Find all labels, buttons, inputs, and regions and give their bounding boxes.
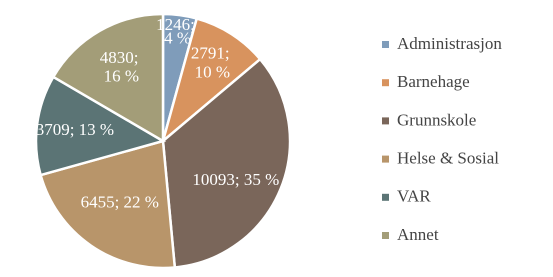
data-label: 4830; 16 % (100, 48, 143, 86)
data-label-line: 2791; (191, 44, 234, 63)
data-label-line: 10 % (195, 62, 230, 81)
legend-label: Barnehage (397, 72, 470, 91)
data-label: 2791; 10 % (191, 44, 234, 82)
legend-label: Helse & Sosial (397, 149, 499, 168)
legend-label: VAR (397, 187, 431, 206)
pie-slice (160, 17, 262, 145)
legend-marker (382, 193, 389, 201)
data-label-line: 16 % (104, 67, 139, 86)
data-label-line: 4 % (164, 28, 191, 47)
pie-slice (39, 139, 177, 270)
data-label: 10093; 35 % (192, 170, 279, 189)
pie-slice (51, 12, 165, 144)
legend-label: Grunnskole (397, 110, 476, 129)
data-label: 1246; 4 % (156, 15, 199, 47)
legend-marker (382, 79, 389, 87)
legend-marker (382, 41, 389, 48)
legend-marker (382, 155, 389, 163)
legend-label: Annet (397, 225, 439, 244)
pie-slice (161, 57, 292, 269)
legend-marker (382, 117, 389, 125)
data-label-line: 1246; (156, 15, 199, 34)
data-label-line: 4830; (100, 48, 143, 67)
legend-label: Administrasjon (397, 34, 502, 53)
data-label: 6455; 22 % (81, 193, 159, 212)
legend-marker (382, 232, 389, 239)
pie-slice (34, 75, 167, 177)
data-label: 3709; 13 % (36, 120, 114, 139)
